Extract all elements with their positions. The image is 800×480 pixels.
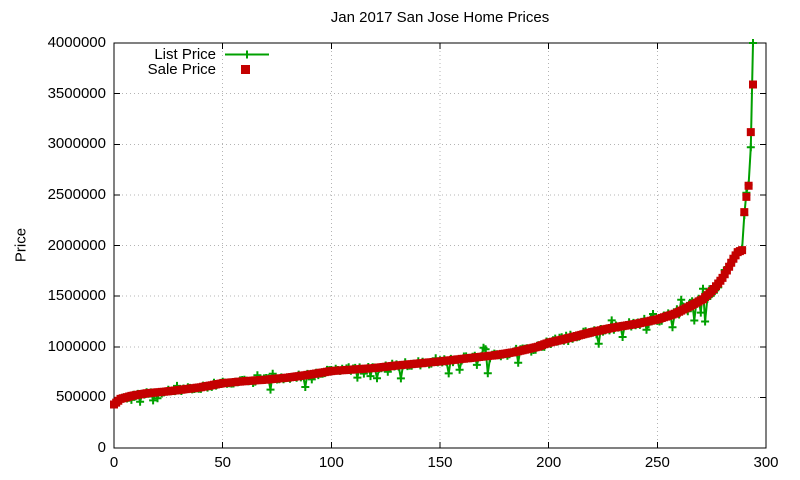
x-tick-label: 300 (753, 454, 779, 471)
x-tick-label: 150 (427, 454, 453, 471)
plus-marker-icon (243, 50, 251, 59)
list-price-series-markers (110, 39, 757, 409)
y-tick-label: 3500000 (47, 84, 106, 102)
y-tick-label: 500000 (55, 388, 106, 406)
plot-border (113, 42, 767, 449)
x-tick-label: 250 (644, 454, 670, 471)
y-tick-label: 2500000 (47, 185, 106, 203)
chart-title: Jan 2017 San Jose Home Prices (330, 9, 550, 26)
list-price-sample (225, 50, 269, 59)
x-tick-label: 100 (318, 454, 344, 471)
y-tick-label: 1000000 (47, 337, 106, 355)
y-tick-label: 3000000 (47, 135, 106, 153)
x-tick-label: 50 (214, 454, 231, 471)
y-tick-label: 2000000 (47, 236, 106, 254)
legend-item-list-price: List Price (125, 46, 269, 63)
y-tick-label: 0 (97, 439, 106, 456)
legend-label-sale-price: Sale Price (147, 61, 216, 78)
legend-label-list-price: List Price (154, 46, 216, 63)
square-marker-icon (241, 65, 250, 74)
legend-item-sale-price: Sale Price (125, 61, 269, 78)
y-tick-label: 1500000 (47, 287, 106, 305)
y-tick-label: 4000000 (47, 34, 106, 51)
grid-lines (114, 43, 766, 448)
x-tick-label: 0 (109, 454, 119, 471)
sale-price-sample (241, 65, 250, 74)
x-tick-label: 200 (536, 454, 562, 471)
sale-price-series-markers (110, 80, 757, 409)
legend: List Price Sale Price (125, 46, 269, 78)
